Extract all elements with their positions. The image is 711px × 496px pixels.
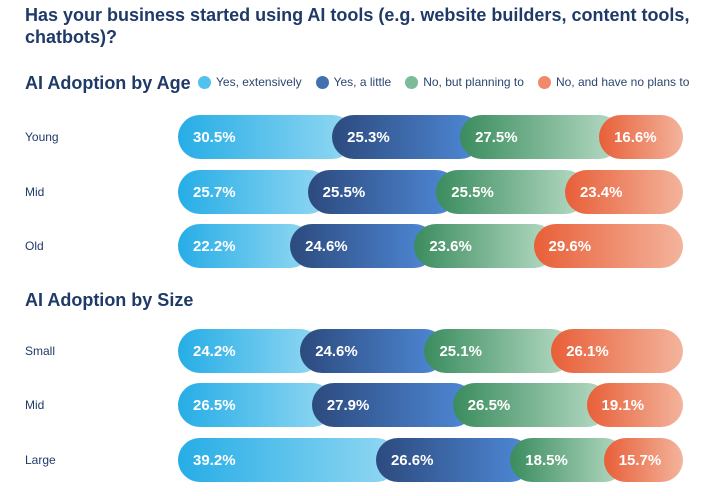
bar-segment-no-but-planning-to: 27.5% [460, 115, 622, 159]
legend-swatch [537, 75, 551, 89]
row-label-large: Large [25, 453, 56, 467]
row-label-old: Old [25, 239, 44, 253]
section-title-size: AI Adoption by Size [25, 290, 194, 310]
bar-segment-no-and-have-no-plans-to: 29.6% [533, 224, 683, 268]
stacked-bar-young: 30.5% 25.3% 27.5% 16.6% [178, 115, 683, 159]
row-label-small: Small [25, 344, 56, 358]
legend-label: No, and have no plans to [555, 75, 690, 89]
row-label-mid: Mid [25, 185, 45, 199]
legend-item-no-plans: No, and have no plans to [537, 75, 690, 89]
bar-segment-no-and-have-no-plans-to: 23.4% [564, 170, 683, 214]
bar-segment-no-and-have-no-plans-to: 26.1% [551, 329, 683, 373]
bar-segment-no-but-planning-to: 25.1% [424, 329, 574, 373]
legend-item-yes-a-little: Yes, a little [315, 75, 392, 89]
legend-swatch [405, 75, 419, 89]
row-label-young: Young [25, 130, 59, 144]
bar-segment-no-but-planning-to: 23.6% [414, 224, 556, 268]
bar-segment-yes-a-little: 26.6% [375, 438, 533, 482]
bar-segment-yes-extensively: 22.2% [178, 224, 313, 268]
bar-segment-yes-extensively: 25.7% [178, 170, 330, 214]
bar-segment-yes-a-little: 24.6% [300, 329, 447, 373]
legend-swatch [315, 75, 329, 89]
bar-segment-yes-extensively: 26.5% [178, 383, 334, 427]
bar-segment-yes-extensively: 30.5% [178, 115, 355, 159]
legend: Yes, extensively Yes, a little No, but p… [198, 75, 689, 89]
legend-label: No, but planning to [423, 75, 524, 89]
section-title-age: AI Adoption by Age [25, 73, 191, 93]
legend-label: Yes, a little [333, 75, 392, 89]
row-label-mid: Mid [25, 398, 45, 412]
legend-item-no-planning: No, but planning to [405, 75, 524, 89]
legend-label: Yes, extensively [216, 75, 302, 89]
stacked-bar-mid: 25.7% 25.5% 25.5% 23.4% [178, 170, 683, 214]
bar-segment-no-and-have-no-plans-to: 19.1% [586, 383, 683, 427]
bar-segment-no-and-have-no-plans-to: 16.6% [599, 115, 683, 159]
bar-segment-yes-a-little: 25.3% [332, 115, 483, 159]
bar-segment-no-and-have-no-plans-to: 15.7% [603, 438, 683, 482]
bar-segment-yes-extensively: 24.2% [178, 329, 323, 373]
stacked-bar-old: 22.2% 24.6% 23.6% 29.6% [178, 224, 683, 268]
stacked-bar-small: 24.2% 24.6% 25.1% 26.1% [178, 329, 683, 373]
bar-segment-yes-extensively: 39.2% [178, 438, 398, 482]
legend-swatch [198, 75, 211, 89]
bar-segment-yes-a-little: 27.9% [311, 383, 475, 427]
bar-segment-no-but-planning-to: 26.5% [452, 383, 609, 427]
bar-segment-yes-a-little: 25.5% [307, 170, 459, 214]
question-title: Has your business started using AI tools… [25, 5, 690, 47]
stacked-bar-large: 39.2% 26.6% 18.5% 15.7% [178, 438, 683, 482]
bar-segment-no-but-planning-to: 25.5% [436, 170, 587, 214]
legend-item-yes-extensively: Yes, extensively [198, 75, 302, 89]
stacked-bar-mid: 26.5% 27.9% 26.5% 19.1% [178, 383, 683, 427]
bar-segment-yes-a-little: 24.6% [290, 224, 437, 268]
